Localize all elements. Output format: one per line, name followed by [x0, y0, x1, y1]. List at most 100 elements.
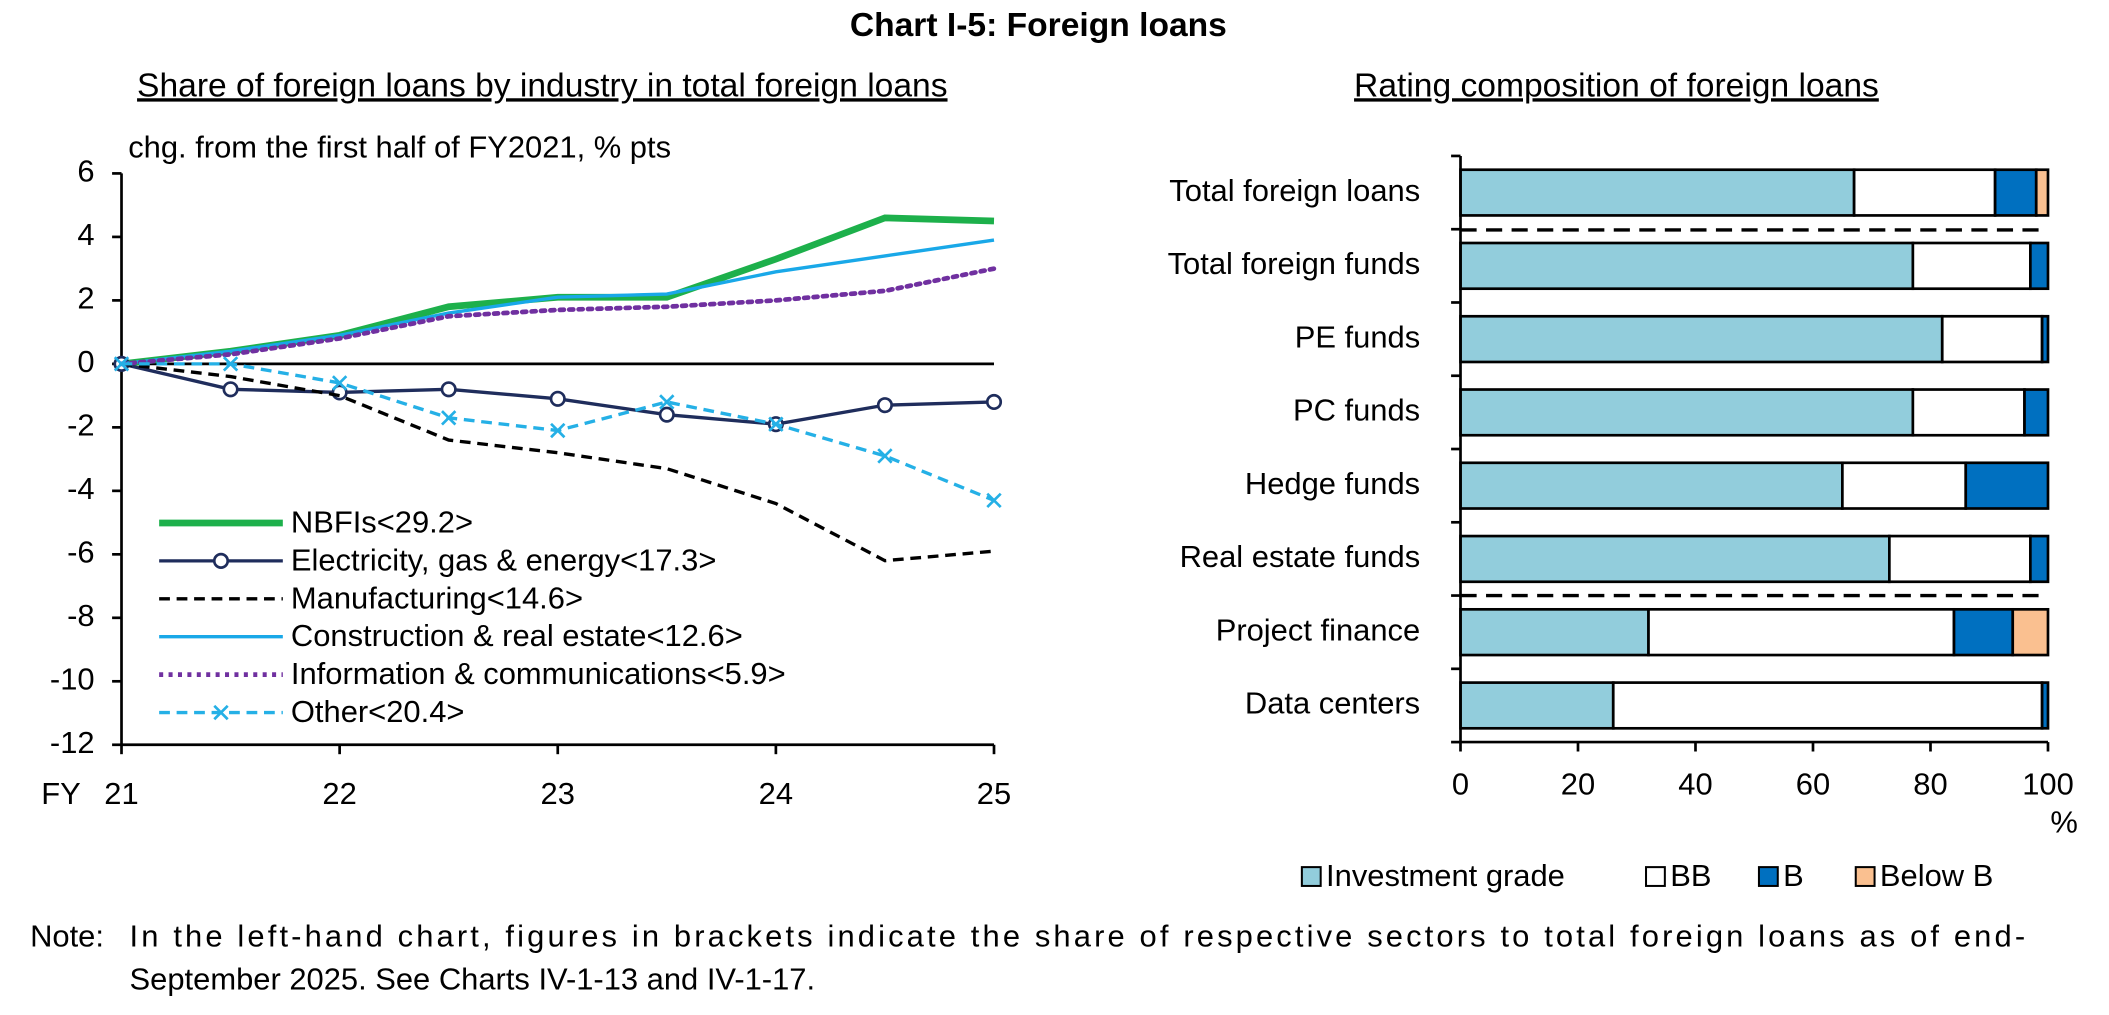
- note-text: September 2025. See Charts IV-1-13 and I…: [130, 962, 816, 997]
- category-label: Data centers: [1245, 686, 1420, 721]
- y-tick-label: 4: [77, 217, 94, 252]
- point-marker: [876, 397, 894, 414]
- y-tick-label: -12: [50, 725, 95, 760]
- bar-segment: [1459, 534, 1891, 584]
- bar-segment: [1841, 461, 1968, 510]
- legend-marker: [213, 704, 229, 721]
- bar-segment: [1993, 168, 2038, 217]
- bar-segment: [2040, 681, 2050, 730]
- x-tick-label: 60: [1796, 767, 1830, 802]
- legend-label: Below B: [1880, 858, 1993, 893]
- category-label: Total foreign loans: [1169, 173, 1420, 208]
- figure-title: Chart I-5: Foreign loans: [850, 7, 1227, 44]
- bar-segment: [2040, 314, 2050, 364]
- legend-swatch: [1300, 866, 1322, 887]
- x-axis-label: %: [2050, 804, 2077, 839]
- bar-segment: [2029, 534, 2050, 584]
- bar-segment: [1647, 607, 1956, 657]
- legend-label: Electricity, gas & energy<17.3>: [291, 542, 716, 577]
- bar-segment: [1459, 241, 1915, 291]
- point-marker: [768, 416, 784, 432]
- legend-label: NBFIs<29.2>: [291, 504, 473, 539]
- bar-segment: [2034, 168, 2050, 217]
- bar-segment: [1611, 681, 2044, 730]
- legend-swatch: [1757, 866, 1779, 887]
- x-tick-label: 20: [1561, 767, 1595, 802]
- x-tick-label: 24: [759, 776, 793, 811]
- bar-segment: [1888, 534, 2032, 584]
- point-marker: [658, 406, 675, 423]
- bar-segment: [1852, 168, 1997, 217]
- bar-segment: [1911, 241, 2032, 291]
- bar-segment: [1459, 607, 1650, 657]
- legend-marker: [212, 552, 230, 569]
- series-line: [119, 266, 997, 367]
- x-tick-label: 21: [104, 776, 138, 811]
- x-tick-label: 40: [1678, 767, 1712, 802]
- point-marker: [985, 393, 1003, 411]
- bar-segment: [1459, 681, 1615, 730]
- right-title: Rating composition of foreign loans: [1354, 67, 1879, 104]
- bar-segment: [1952, 607, 2015, 657]
- point-marker: [549, 390, 566, 407]
- bar-segment: [1964, 461, 2050, 510]
- category-label: Project finance: [1216, 612, 1420, 647]
- legend-label: Investment grade: [1326, 858, 1565, 893]
- y-tick-label: -4: [67, 471, 94, 506]
- y-tick-label: -6: [67, 535, 94, 570]
- y-tick-label: 0: [77, 344, 94, 379]
- point-marker: [113, 356, 130, 372]
- category-label: Total foreign funds: [1168, 246, 1421, 281]
- legend-label: Information & communications<5.9>: [291, 656, 786, 691]
- series-line: [121, 238, 995, 366]
- note-label: Note:: [30, 919, 104, 954]
- bar-segment: [1459, 314, 1944, 364]
- legend-label: Construction & real estate<12.6>: [291, 618, 743, 653]
- note-text: In the left-hand chart, figures in brack…: [130, 919, 2026, 954]
- point-marker: [440, 381, 457, 398]
- category-label: Real estate funds: [1180, 539, 1421, 574]
- category-label: PE funds: [1295, 319, 1420, 354]
- legend-label: Other<20.4>: [291, 694, 465, 729]
- bar-segment: [1911, 388, 2026, 437]
- bar-segment: [1459, 168, 1856, 217]
- point-marker: [986, 492, 1002, 509]
- x-tick-label: 0: [1452, 767, 1469, 802]
- point-marker: [659, 394, 675, 410]
- y-tick-label: -10: [50, 661, 95, 696]
- point-marker: [550, 422, 566, 439]
- x-tick-label: 100: [2022, 767, 2074, 802]
- category-label: Hedge funds: [1245, 466, 1420, 501]
- y-tick-label: -2: [67, 408, 94, 443]
- point-marker: [331, 375, 348, 391]
- series-line: [121, 362, 995, 563]
- y-axis-label: chg. from the first half of FY2021, % pt…: [128, 129, 671, 164]
- point-marker: [441, 410, 457, 426]
- legend-swatch: [1854, 866, 1876, 887]
- x-tick-label: 23: [541, 776, 575, 811]
- x-tick-label: 80: [1913, 767, 1947, 802]
- left-title: Share of foreign loans by industry in to…: [137, 67, 947, 104]
- bar-segment: [2029, 241, 2050, 291]
- bar-segment: [1459, 388, 1915, 437]
- point-marker: [222, 356, 239, 372]
- y-tick-label: -8: [67, 598, 94, 633]
- bar-segment: [1459, 461, 1844, 510]
- point-marker: [877, 448, 893, 464]
- y-tick-label: 2: [77, 281, 94, 316]
- legend-label: B: [1783, 858, 1804, 893]
- legend-label: Manufacturing<14.6>: [291, 580, 583, 615]
- x-axis-label: FY: [41, 776, 81, 811]
- point-marker: [222, 381, 239, 398]
- x-tick-label: 25: [977, 776, 1011, 811]
- x-tick-label: 22: [322, 776, 356, 811]
- bar-segment: [2011, 607, 2050, 657]
- bar-segment: [2023, 388, 2050, 437]
- bar-segment: [1940, 314, 2044, 364]
- legend-swatch: [1645, 866, 1666, 887]
- y-tick-label: 6: [77, 154, 94, 189]
- category-label: PC funds: [1293, 393, 1420, 428]
- legend-label: BB: [1670, 858, 1711, 893]
